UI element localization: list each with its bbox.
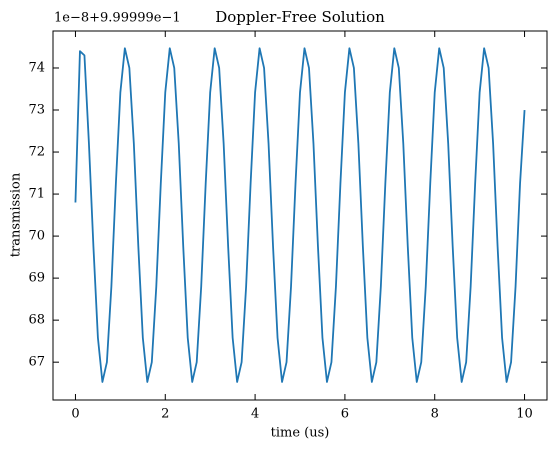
y-tick-label: 69	[28, 271, 45, 286]
y-tick-label: 70	[28, 229, 45, 244]
y-tick-label: 68	[28, 313, 45, 328]
x-axis-label: time (us)	[271, 426, 330, 441]
x-tick-label: 8	[431, 407, 439, 422]
x-tick-label: 6	[341, 407, 349, 422]
x-tick-label: 4	[251, 407, 259, 422]
chart-title: Doppler-Free Solution	[215, 8, 385, 26]
y-tick-label: 67	[28, 355, 45, 370]
y-axis-label: transmission	[9, 172, 24, 257]
x-tick-label: 0	[71, 407, 79, 422]
y-tick-label: 74	[28, 60, 45, 75]
y-tick-label: 73	[28, 103, 45, 118]
x-tick-label: 2	[161, 407, 169, 422]
y-offset-label: 1e−8+9.99999e−1	[54, 11, 181, 26]
data-line	[74, 47, 526, 383]
y-tick-label: 71	[28, 187, 45, 202]
x-tick-label: 10	[516, 407, 533, 422]
plot-frame	[52, 30, 548, 401]
y-tick-label: 72	[28, 145, 45, 160]
